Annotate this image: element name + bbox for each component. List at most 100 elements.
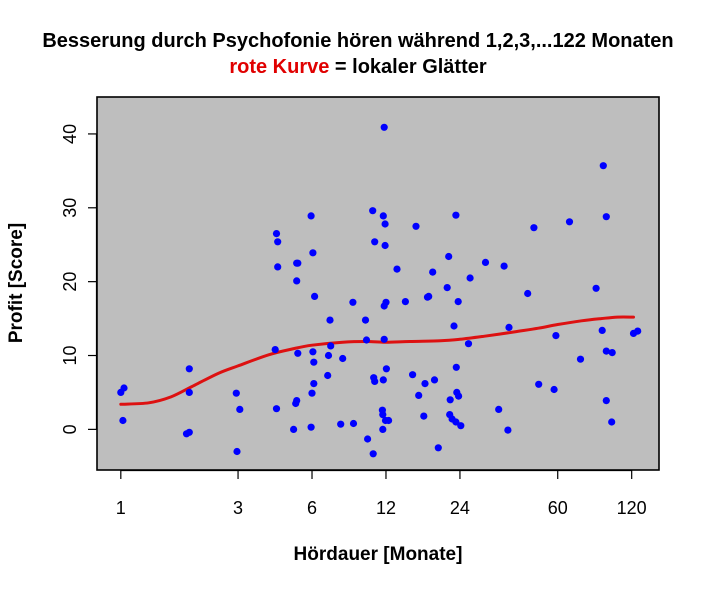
data-point bbox=[452, 211, 460, 219]
data-point bbox=[293, 277, 301, 285]
data-point bbox=[307, 423, 315, 431]
data-point bbox=[452, 363, 460, 371]
y-tick-label: 30 bbox=[60, 198, 80, 218]
data-point bbox=[412, 222, 420, 230]
data-point bbox=[307, 212, 315, 220]
data-point bbox=[415, 391, 423, 399]
data-point bbox=[530, 224, 538, 232]
data-point bbox=[464, 340, 473, 348]
data-point bbox=[500, 262, 508, 270]
x-tick-label: 60 bbox=[548, 498, 568, 518]
data-point bbox=[466, 274, 474, 282]
chart-title: Besserung durch Psychofonie hören währen… bbox=[42, 30, 673, 52]
data-point bbox=[446, 396, 454, 404]
data-point bbox=[602, 213, 610, 221]
data-point bbox=[443, 284, 451, 292]
data-point bbox=[290, 425, 298, 433]
data-point bbox=[379, 411, 387, 419]
data-point bbox=[349, 298, 357, 306]
data-point bbox=[455, 392, 463, 400]
y-axis-label: Profit [Score] bbox=[6, 223, 27, 343]
data-point bbox=[274, 238, 282, 246]
data-point bbox=[445, 252, 453, 261]
data-point bbox=[120, 384, 128, 392]
x-tick-label: 6 bbox=[307, 498, 317, 518]
data-point bbox=[185, 365, 193, 373]
data-point bbox=[599, 162, 607, 170]
x-tick-label: 12 bbox=[376, 498, 396, 518]
data-point bbox=[294, 259, 302, 267]
data-point bbox=[495, 405, 503, 413]
data-point bbox=[310, 380, 318, 388]
x-axis: 1 3 6 12 24 60 120 bbox=[116, 469, 647, 518]
x-axis-label: Hördauer [Monate] bbox=[294, 544, 463, 565]
data-point bbox=[185, 428, 193, 436]
data-point bbox=[369, 207, 377, 215]
data-point bbox=[381, 241, 389, 250]
x-tick-label: 3 bbox=[233, 498, 243, 518]
data-point bbox=[379, 425, 387, 433]
data-point bbox=[382, 365, 390, 373]
data-point bbox=[423, 293, 432, 301]
data-point bbox=[371, 238, 379, 246]
data-point bbox=[324, 351, 333, 360]
data-point bbox=[364, 435, 372, 443]
data-point bbox=[598, 326, 606, 334]
data-point bbox=[272, 230, 281, 238]
points-layer bbox=[117, 123, 642, 458]
data-point bbox=[233, 447, 241, 456]
data-point bbox=[504, 426, 512, 434]
data-point bbox=[309, 249, 317, 257]
data-point bbox=[271, 346, 279, 354]
data-point bbox=[535, 380, 543, 388]
data-point bbox=[362, 336, 371, 344]
data-point bbox=[592, 284, 600, 292]
data-point bbox=[434, 444, 442, 452]
data-point bbox=[452, 418, 460, 426]
data-point bbox=[524, 289, 532, 298]
data-point bbox=[457, 422, 465, 430]
data-point bbox=[602, 347, 610, 355]
data-point bbox=[381, 220, 389, 228]
data-point bbox=[401, 298, 409, 306]
data-point bbox=[380, 302, 388, 310]
data-point bbox=[232, 389, 240, 397]
data-point bbox=[608, 418, 616, 426]
data-point bbox=[450, 322, 458, 330]
subtitle-rest-text: = lokaler Glätter bbox=[329, 56, 487, 78]
data-point bbox=[550, 385, 558, 394]
data-point bbox=[552, 332, 560, 340]
data-point bbox=[430, 376, 439, 384]
data-point bbox=[380, 123, 388, 131]
data-point bbox=[505, 323, 513, 331]
plot-area bbox=[96, 96, 660, 471]
data-point bbox=[380, 335, 388, 343]
data-point bbox=[310, 358, 318, 366]
data-point bbox=[337, 420, 345, 428]
x-tick-label: 1 bbox=[116, 498, 126, 518]
data-point bbox=[339, 354, 347, 363]
data-point bbox=[324, 371, 332, 380]
data-point bbox=[454, 298, 462, 306]
y-tick-label: 20 bbox=[60, 272, 80, 292]
data-point bbox=[385, 416, 393, 425]
x-tick-label: 24 bbox=[450, 498, 470, 518]
data-point bbox=[294, 349, 302, 357]
data-point bbox=[602, 397, 610, 405]
y-tick-label: 40 bbox=[60, 124, 80, 144]
y-axis: 0 10 20 30 40 bbox=[60, 124, 98, 434]
data-point bbox=[409, 371, 417, 379]
data-point bbox=[236, 405, 244, 413]
data-point bbox=[311, 292, 319, 300]
data-point bbox=[393, 265, 401, 273]
data-point bbox=[481, 258, 490, 266]
data-point bbox=[326, 316, 334, 324]
data-point bbox=[185, 388, 193, 396]
data-point bbox=[309, 348, 317, 356]
data-point bbox=[608, 349, 616, 357]
x-tick-label: 120 bbox=[617, 498, 647, 518]
data-point bbox=[576, 355, 585, 363]
data-point bbox=[369, 450, 377, 458]
y-tick-label: 0 bbox=[60, 424, 80, 434]
data-point bbox=[420, 412, 428, 420]
